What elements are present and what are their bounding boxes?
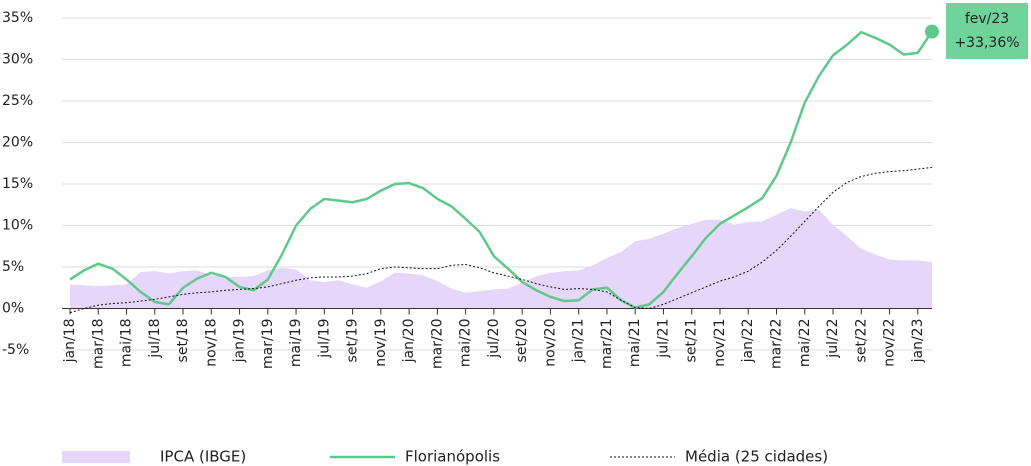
x-tick-label: mai/19 <box>288 319 304 368</box>
line <box>69 166 932 314</box>
x-tick-label: set/18 <box>175 319 191 363</box>
point-marker <box>924 24 939 39</box>
x-tick-label: nov/21 <box>712 319 728 367</box>
x-tick-label: set/22 <box>853 319 869 363</box>
x-tick-label: mar/22 <box>769 319 785 370</box>
x-tick-label: jan/22 <box>740 319 756 364</box>
x-tick-label: jan/20 <box>401 319 417 364</box>
legend-label: Média (25 cidades) <box>685 448 828 466</box>
x-tick-label: mai/18 <box>119 319 135 368</box>
x-tick-label: jan/23 <box>910 319 926 364</box>
x-tick-label: set/19 <box>345 319 361 363</box>
x-tick-label: jul/21 <box>655 319 671 359</box>
area <box>70 208 932 309</box>
x-tick-label: mai/22 <box>797 319 813 368</box>
x-tick-label: nov/18 <box>203 319 219 367</box>
y-tick-label: 35% <box>2 10 33 26</box>
y-tick-label: 15% <box>2 176 33 192</box>
x-tick-label: set/20 <box>514 319 530 363</box>
line <box>69 30 933 309</box>
x-tick-label: jul/19 <box>316 319 332 359</box>
y-tick-label: 20% <box>2 135 33 151</box>
y-tick-label: 30% <box>2 52 33 68</box>
x-tick-label: jan/19 <box>232 319 248 364</box>
legend-label: Florianópolis <box>405 448 500 466</box>
x-tick-label: mar/19 <box>260 319 276 370</box>
y-tick-label: 5% <box>2 259 24 275</box>
x-tick-label: mai/21 <box>627 319 643 368</box>
y-tick-label: 10% <box>2 218 33 234</box>
x-tick-label: mai/20 <box>458 319 474 368</box>
x-tick-label: jul/18 <box>147 319 163 359</box>
x-tick-label: nov/19 <box>373 319 389 367</box>
annotation-box <box>946 3 1028 59</box>
x-tick-label: mar/20 <box>429 319 445 370</box>
x-tick-label: nov/22 <box>882 319 898 367</box>
legend-label: IPCA (IBGE) <box>160 448 246 466</box>
x-tick-label: jul/20 <box>486 319 502 359</box>
annotation-label: fev/23 <box>965 11 1009 27</box>
data-label: +33,36% <box>954 35 1019 51</box>
x-tick-label: jan/18 <box>62 319 78 364</box>
x-tick-label: jan/21 <box>571 319 587 364</box>
x-tick-label: mar/21 <box>599 319 615 370</box>
legend-swatch <box>62 451 130 463</box>
y-tick-label: -5% <box>2 342 29 358</box>
x-tick-label: set/21 <box>684 319 700 363</box>
x-tick-label: jul/22 <box>825 319 841 359</box>
x-tick-label: mar/18 <box>90 319 106 370</box>
x-tick-label: nov/20 <box>542 319 558 367</box>
y-tick-label: 25% <box>2 93 33 109</box>
y-tick-label: 0% <box>2 301 24 317</box>
